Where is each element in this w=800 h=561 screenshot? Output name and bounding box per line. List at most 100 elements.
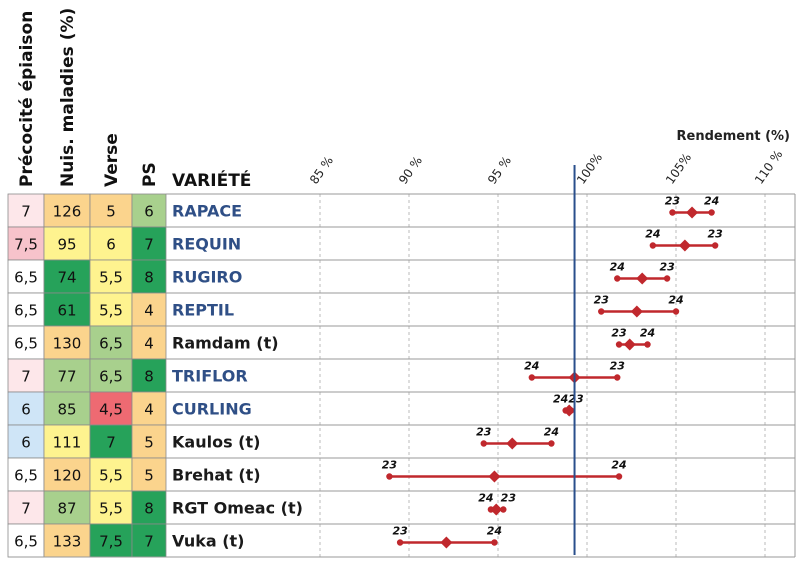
trait-cell-bg <box>131 490 167 525</box>
year-label: 24 <box>478 492 493 505</box>
trait-cell-value: 6,5 <box>14 533 38 551</box>
trait-cell-value: 5,5 <box>99 269 123 287</box>
year-point <box>528 374 536 381</box>
trait-cell-value: 7 <box>21 368 31 386</box>
trait-cell-bg <box>7 358 45 393</box>
year-label: 24 <box>544 426 559 439</box>
mean-diamond <box>506 437 519 450</box>
variety-name: RGT Omeac (t) <box>172 499 303 518</box>
trait-cell-bg <box>89 424 133 459</box>
trait-cell-bg <box>43 226 91 261</box>
trait-cell-value: 126 <box>53 203 82 221</box>
year-label: 24 <box>640 327 655 340</box>
variety-name: REQUIN <box>172 235 241 254</box>
trait-cell-bg <box>89 490 133 525</box>
trait-cell-value: 4 <box>144 401 154 419</box>
trait-cell-value: 87 <box>57 500 76 518</box>
variety-header: VARIÉTÉ <box>172 169 251 191</box>
trait-cell-value: 8 <box>144 269 154 287</box>
trait-cell-value: 111 <box>53 434 82 452</box>
trait-cell-bg <box>7 193 45 228</box>
trait-cell-bg <box>131 325 167 360</box>
trait-cell-value: 4 <box>144 335 154 353</box>
year-label: 24 <box>704 195 719 208</box>
year-label: 24 <box>611 459 626 472</box>
variety-name: Ramdam (t) <box>172 334 279 353</box>
axis-title-text: Rendement <box>677 129 766 144</box>
x-tick-label: 90 % <box>396 154 425 187</box>
column-header-ps: PS <box>140 162 160 187</box>
column-header-verse: Verse <box>102 133 122 187</box>
trait-cell-value: 5 <box>144 467 154 485</box>
axis-title: Rendement (%) <box>677 129 790 144</box>
year-point <box>548 440 555 447</box>
axis-title-unit: (%) <box>765 129 790 144</box>
trait-cell-value: 6,5 <box>14 467 38 485</box>
trait-cell-value: 7 <box>21 203 31 221</box>
trait-cell-value: 5 <box>106 203 116 221</box>
x-axis-ticks-layer: 85 % 90 % 95 % 100% 105% 110 % <box>307 147 785 186</box>
trait-cell-bg <box>7 325 45 360</box>
x-tick-label: 85 % <box>307 154 336 187</box>
grid-layer <box>8 193 796 558</box>
year-label: 24 <box>524 360 539 373</box>
year-label: 23 <box>611 327 627 340</box>
trait-cell-value: 4 <box>144 302 154 320</box>
trait-cell-value: 74 <box>57 269 76 287</box>
trait-cell-value: 6,5 <box>14 269 38 287</box>
trait-cell-value: 8 <box>144 500 154 518</box>
variety-name: RUGIRO <box>172 268 242 287</box>
year-point <box>614 275 621 282</box>
x-tick-label: 105% <box>663 151 694 187</box>
year-point <box>711 242 719 249</box>
variety-name: Brehat (t) <box>172 466 261 485</box>
trait-cell-value: 6,5 <box>99 368 123 386</box>
year-label: 23 <box>476 426 492 439</box>
trait-cell-bg <box>131 391 167 426</box>
year-point <box>615 473 623 480</box>
year-label: 24 <box>610 261 625 274</box>
year-label: 23 <box>568 393 584 406</box>
mean-diamond <box>490 503 503 516</box>
trait-cell-value: 6 <box>21 434 31 452</box>
trait-cell-bg <box>89 325 133 360</box>
mean-diamond <box>636 272 649 285</box>
trait-cell-value: 7,5 <box>99 533 123 551</box>
variety-name: RAPACE <box>172 202 242 221</box>
trait-cell-value: 61 <box>57 302 76 320</box>
trait-cell-value: 6,5 <box>14 335 38 353</box>
year-label: 23 <box>594 294 610 307</box>
trait-cell-bg <box>43 292 91 327</box>
trait-cell-value: 5,5 <box>99 467 123 485</box>
axis-title-layer: Rendement (%) <box>677 129 790 144</box>
variety-name: Vuka (t) <box>172 532 244 551</box>
mean-diamond <box>686 206 699 219</box>
trait-cell-bg <box>89 391 133 426</box>
x-tick-label: 95 % <box>485 154 514 187</box>
trait-cell-bg <box>89 358 133 393</box>
trait-cell-value: 5,5 <box>99 302 123 320</box>
year-label: 24 <box>487 525 502 538</box>
year-label: 23 <box>392 525 408 538</box>
year-point <box>480 440 487 447</box>
variety-name: CURLING <box>172 400 252 419</box>
trait-cell-bg <box>7 424 45 459</box>
trait-cell-value: 7 <box>144 236 154 254</box>
variety-name: TRIFLOR <box>172 367 248 386</box>
trait-cell-bg <box>89 193 133 228</box>
trait-cell-bg <box>43 358 91 393</box>
trait-cell-bg <box>131 292 167 327</box>
column-headers-layer: Précocité épiaison Nuis. maladies (%) Vers… <box>17 8 251 191</box>
year-point <box>708 209 715 216</box>
mean-diamond <box>488 470 501 483</box>
mean-diamond <box>623 338 636 351</box>
trait-cell-value: 7 <box>106 434 116 452</box>
year-label: 24 <box>553 393 568 406</box>
year-point <box>644 341 651 348</box>
trait-cell-bg <box>43 259 91 294</box>
mean-diamond <box>440 536 453 549</box>
mean-diamond <box>630 305 643 318</box>
trait-cell-bg <box>131 523 167 558</box>
year-label: 23 <box>708 228 724 241</box>
